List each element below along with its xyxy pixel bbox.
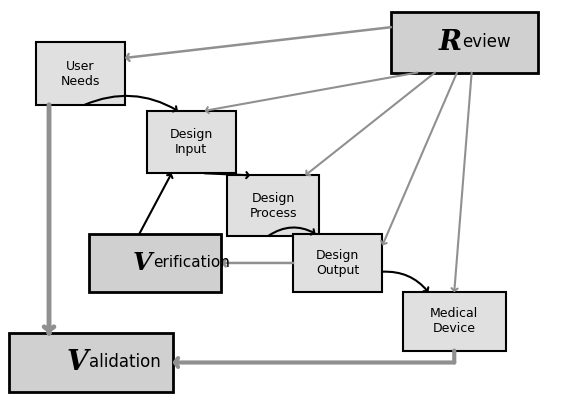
FancyBboxPatch shape: [36, 42, 125, 105]
Text: R: R: [438, 29, 462, 56]
Text: Design
Output: Design Output: [316, 249, 359, 277]
Text: erification: erification: [154, 256, 231, 270]
FancyBboxPatch shape: [391, 12, 538, 73]
Text: Design
Process: Design Process: [250, 191, 297, 220]
FancyBboxPatch shape: [293, 234, 382, 292]
Text: Medical
Device: Medical Device: [430, 307, 478, 335]
FancyBboxPatch shape: [9, 333, 172, 392]
Text: alidation: alidation: [89, 353, 160, 372]
FancyBboxPatch shape: [89, 234, 221, 292]
Text: User
Needs: User Needs: [60, 60, 100, 87]
FancyBboxPatch shape: [402, 292, 506, 351]
Text: eview: eview: [463, 33, 511, 51]
Text: V: V: [133, 251, 152, 275]
FancyBboxPatch shape: [147, 111, 236, 173]
Text: V: V: [66, 349, 87, 376]
Text: Design
Input: Design Input: [170, 128, 213, 156]
FancyBboxPatch shape: [227, 175, 319, 236]
